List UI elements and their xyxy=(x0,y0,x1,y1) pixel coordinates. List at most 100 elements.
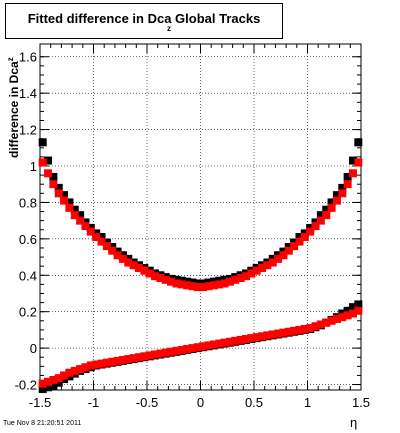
data-point xyxy=(65,368,74,377)
data-point xyxy=(49,172,58,181)
data-point xyxy=(343,306,352,315)
y-tick-label: 1 xyxy=(30,159,37,174)
data-point xyxy=(151,272,160,281)
data-point xyxy=(263,331,272,340)
y-tick-label: 1.6 xyxy=(19,50,37,65)
y-tick-label: 0.8 xyxy=(19,195,37,210)
data-point xyxy=(113,356,122,365)
x-tick-label: 1.5 xyxy=(352,395,370,410)
data-point xyxy=(108,357,117,366)
data-point xyxy=(49,180,58,189)
data-point xyxy=(134,353,143,362)
data-point xyxy=(81,222,90,231)
data-point xyxy=(204,282,213,291)
data-point xyxy=(44,377,53,386)
data-point xyxy=(348,156,357,165)
data-point xyxy=(209,281,218,290)
data-point xyxy=(231,336,240,345)
data-point xyxy=(300,324,309,333)
data-point xyxy=(300,233,309,242)
data-point xyxy=(268,258,277,267)
chart-title-main: Fitted difference in Dca xyxy=(27,11,172,26)
data-point xyxy=(49,375,58,384)
data-point xyxy=(38,158,47,167)
data-point xyxy=(188,344,197,353)
data-point xyxy=(274,329,283,338)
data-point xyxy=(343,180,352,189)
data-point xyxy=(193,283,202,292)
data-point xyxy=(102,242,111,251)
data-point xyxy=(145,351,154,360)
data-point xyxy=(81,363,90,372)
data-point xyxy=(38,379,47,388)
data-point xyxy=(354,158,363,167)
data-point xyxy=(316,320,325,329)
data-point xyxy=(338,183,347,192)
data-point xyxy=(348,309,357,318)
data-point xyxy=(215,339,224,348)
data-point xyxy=(316,211,325,220)
title-box: Fitted difference in Dca Global Tracks z xyxy=(5,3,283,39)
data-point xyxy=(70,211,79,220)
data-point xyxy=(60,191,69,200)
data-point xyxy=(193,343,202,352)
data-point xyxy=(338,189,347,198)
data-point xyxy=(247,334,256,343)
data-point xyxy=(258,263,267,272)
data-point xyxy=(295,325,304,334)
data-point xyxy=(172,279,181,288)
data-point xyxy=(322,211,331,220)
data-point xyxy=(167,277,176,286)
data-point xyxy=(65,198,74,207)
y-tick-label: 1.2 xyxy=(19,123,37,138)
data-point xyxy=(97,233,106,242)
data-point xyxy=(86,227,95,236)
data-point xyxy=(70,205,79,214)
data-point xyxy=(236,335,245,344)
data-point xyxy=(295,233,304,242)
data-point xyxy=(124,258,133,267)
data-point xyxy=(241,272,250,281)
data-point xyxy=(65,203,74,212)
data-point xyxy=(231,275,240,284)
data-point xyxy=(60,371,69,380)
data-point xyxy=(225,337,234,346)
data-point xyxy=(327,198,336,207)
data-point xyxy=(220,338,229,347)
data-point xyxy=(247,269,256,278)
x-tick-label: 0.5 xyxy=(245,395,263,410)
y-tick-label: 0.4 xyxy=(19,268,37,283)
data-point xyxy=(118,254,127,263)
data-point xyxy=(102,358,111,367)
data-point xyxy=(177,345,186,354)
series-3 xyxy=(38,306,363,388)
data-point xyxy=(92,233,101,242)
data-point xyxy=(76,365,85,374)
data-point xyxy=(54,189,63,198)
x-tick-label: 1 xyxy=(304,395,311,410)
data-point xyxy=(177,280,186,289)
data-point xyxy=(54,374,63,383)
y-tick-label: -0.2 xyxy=(15,378,37,393)
data-point xyxy=(134,263,143,272)
series-1 xyxy=(38,158,363,292)
data-point xyxy=(290,326,299,335)
y-tick-label: 0.2 xyxy=(19,305,37,320)
data-point xyxy=(348,303,357,312)
x-axis-label: η xyxy=(350,415,358,430)
datestamp: Tue Nov 8 21:20:51 2011 xyxy=(3,420,82,427)
data-point xyxy=(322,205,331,214)
data-point xyxy=(284,327,293,336)
data-point xyxy=(332,196,341,205)
data-point xyxy=(311,222,320,231)
data-point xyxy=(209,340,218,349)
data-point xyxy=(156,274,165,283)
data-point xyxy=(332,191,341,200)
data-point xyxy=(76,216,85,225)
y-axis-label-text: difference in Dca xyxy=(7,61,21,158)
data-point xyxy=(225,277,234,286)
data-point xyxy=(295,237,304,246)
data-point xyxy=(263,261,272,270)
data-point xyxy=(306,227,315,236)
data-point xyxy=(279,328,288,337)
